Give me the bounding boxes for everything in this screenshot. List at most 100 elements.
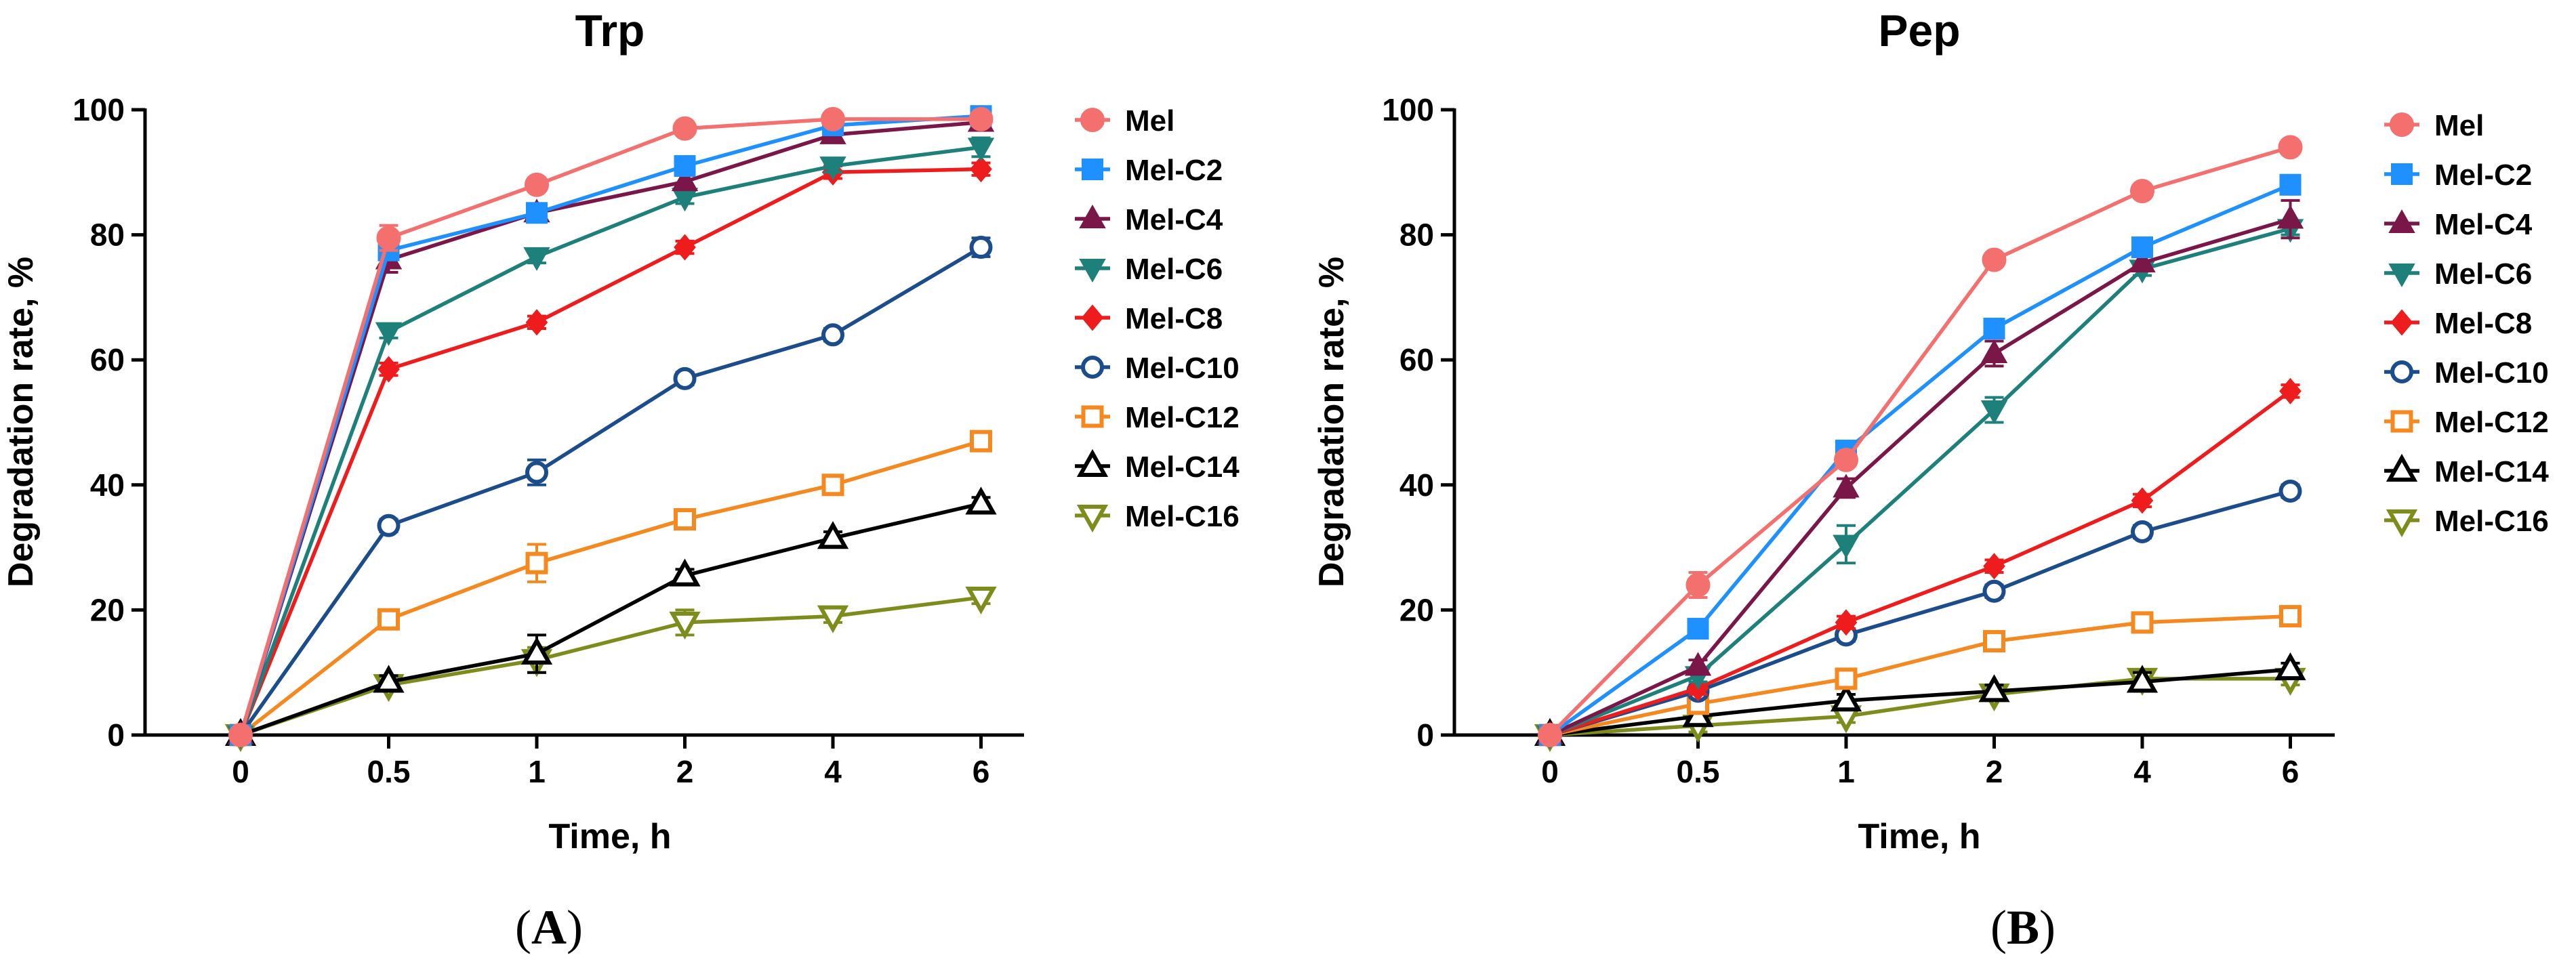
data-point — [228, 723, 253, 747]
data-point — [373, 665, 405, 693]
series-mel — [1538, 135, 2303, 747]
legend-item: Mel-C12 — [2384, 406, 2549, 439]
panel-label: (B) — [1990, 900, 2056, 955]
data-point — [2279, 377, 2302, 404]
legend-item: Mel-C2 — [1075, 154, 1223, 187]
data-point — [1980, 339, 2008, 363]
data-point — [377, 608, 400, 631]
data-point — [1983, 630, 2005, 653]
data-point — [1835, 609, 1858, 636]
y-axis-label: Degradation rate, % — [1, 257, 41, 587]
panel-label-letter: A — [531, 900, 567, 955]
legend-item: Mel-C4 — [2384, 208, 2533, 241]
legend-marker — [1081, 405, 1104, 428]
legend: Mel Mel-C2 Mel-C4 Mel-C6 Mel-C8 Mel-C10 Mel-C1… — [1075, 104, 1240, 533]
legend-marker — [2390, 309, 2413, 336]
chart-panel-b: Pep 0 20 40 60 80 100 0 0.5 1 2 4 6 Time, h Degradatio… — [1312, 5, 2549, 955]
chart-title: Pep — [1878, 5, 1960, 56]
x-tick-label: 0.5 — [367, 754, 411, 789]
legend-marker — [1076, 505, 1109, 533]
x-tick-label: 6 — [973, 754, 990, 789]
series-line — [1549, 614, 2291, 737]
data-point — [2130, 178, 2154, 203]
data-point — [970, 429, 992, 453]
legend-item: Mel-C16 — [2384, 505, 2549, 538]
data-point — [523, 247, 550, 271]
legend-marker — [2390, 112, 2414, 137]
data-point — [970, 156, 992, 183]
x-axis-label: Time, h — [1858, 817, 1980, 856]
series-line — [1549, 390, 2292, 737]
series-line — [239, 120, 981, 736]
data-point — [2131, 611, 2154, 634]
data-point — [525, 309, 548, 336]
legend-label: Mel-C8 — [1125, 302, 1223, 335]
data-point — [2131, 487, 2154, 514]
y-tick-label: 100 — [1382, 92, 1434, 127]
x-tick-label: 0 — [1541, 754, 1559, 789]
data-point — [674, 234, 696, 261]
y-axis-label: Degradation rate, % — [1312, 257, 1351, 587]
data-point — [1980, 400, 2008, 425]
legend-item: Mel-C2 — [2384, 159, 2532, 192]
series-mel-c2 — [1539, 173, 2302, 746]
legend-label: Mel-C14 — [2434, 455, 2549, 488]
legend-item: Mel-C14 — [2384, 453, 2549, 488]
legend-item: Mel-C16 — [1075, 500, 1240, 533]
legend-item: Mel-C8 — [1075, 302, 1223, 335]
data-point — [1833, 474, 1860, 498]
legend-marker — [1082, 159, 1103, 180]
series-line — [239, 114, 981, 736]
legend-marker — [1081, 356, 1104, 379]
legend-marker — [2386, 453, 2418, 482]
data-point — [377, 514, 401, 537]
series-mel-c16 — [224, 586, 997, 753]
data-point — [967, 138, 995, 162]
legend-item: Mel-C6 — [2384, 257, 2532, 291]
series-line — [239, 117, 981, 736]
series-line — [240, 501, 982, 737]
legend-marker — [1076, 448, 1109, 477]
data-point — [965, 486, 997, 515]
x-tick-label: 1 — [528, 754, 546, 789]
legend-marker — [2388, 264, 2415, 288]
series-line — [240, 595, 981, 737]
data-point — [674, 155, 696, 177]
legend-label: Mel-C6 — [1125, 253, 1223, 286]
data-point — [671, 167, 699, 192]
data-point — [525, 461, 548, 484]
y-tick-label: 40 — [1399, 467, 1434, 503]
series-mel-c10 — [229, 236, 993, 747]
data-point — [673, 366, 697, 390]
data-point — [669, 611, 701, 640]
y-tick-label: 40 — [90, 467, 125, 503]
y-tick-label: 60 — [1399, 342, 1434, 377]
data-point — [525, 551, 548, 574]
legend-item: Mel-C6 — [1075, 253, 1223, 286]
legend: Mel Mel-C2 Mel-C4 Mel-C6 Mel-C8 Mel-C10 Mel-C1… — [2384, 109, 2549, 538]
legend-marker — [1081, 304, 1104, 331]
chart-panel-a: Trp 0 20 40 60 80 100 0 0.5 1 2 4 6 Time, h Degradatio… — [1, 5, 1240, 955]
panel-label-letter: B — [2007, 900, 2039, 955]
legend-marker — [2386, 509, 2418, 538]
data-point — [674, 508, 696, 531]
data-point — [669, 558, 701, 587]
y-tick-label: 20 — [1399, 592, 1434, 627]
y-tick-label: 80 — [1399, 217, 1434, 253]
legend-marker — [2391, 163, 2413, 185]
x-tick-label: 2 — [676, 754, 694, 789]
data-point — [1685, 572, 1711, 598]
data-point — [1982, 579, 2006, 603]
data-point — [1982, 247, 2007, 272]
legend-marker — [2390, 410, 2413, 433]
legend-label: Mel-C10 — [2434, 356, 2549, 390]
data-point — [2274, 652, 2306, 681]
x-tick-label: 0.5 — [1677, 754, 1720, 789]
x-tick-label: 2 — [1986, 754, 2003, 789]
legend-label: Mel — [1125, 104, 1174, 138]
data-point — [821, 323, 844, 347]
x-tick-label: 4 — [2133, 754, 2151, 789]
x-axis-label: Time, h — [548, 817, 671, 856]
series-line — [1549, 217, 2291, 737]
